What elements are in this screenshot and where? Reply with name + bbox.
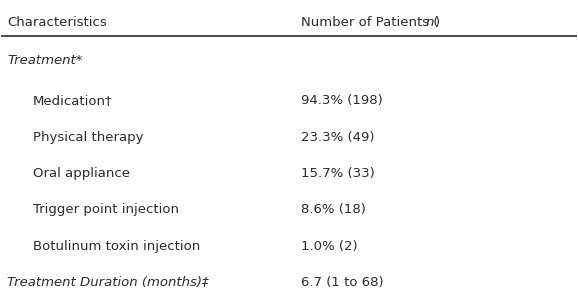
- Text: 94.3% (198): 94.3% (198): [301, 94, 382, 107]
- Text: Number of Patients (: Number of Patients (: [301, 16, 438, 29]
- Text: 15.7% (33): 15.7% (33): [301, 167, 374, 180]
- Text: 6.7 (1 to 68): 6.7 (1 to 68): [301, 276, 383, 289]
- Text: Botulinum toxin injection: Botulinum toxin injection: [33, 240, 200, 253]
- Text: Treatment*: Treatment*: [7, 54, 83, 67]
- Text: Characteristics: Characteristics: [7, 16, 107, 29]
- Text: Physical therapy: Physical therapy: [33, 131, 143, 144]
- Text: 1.0% (2): 1.0% (2): [301, 240, 357, 253]
- Text: Treatment Duration (months)‡: Treatment Duration (months)‡: [7, 276, 209, 289]
- Text: Medication†: Medication†: [33, 94, 113, 107]
- Text: n: n: [426, 16, 434, 29]
- Text: 23.3% (49): 23.3% (49): [301, 131, 374, 144]
- Text: Oral appliance: Oral appliance: [33, 167, 130, 180]
- Text: ): ): [435, 16, 440, 29]
- Text: Trigger point injection: Trigger point injection: [33, 203, 179, 216]
- Text: 8.6% (18): 8.6% (18): [301, 203, 365, 216]
